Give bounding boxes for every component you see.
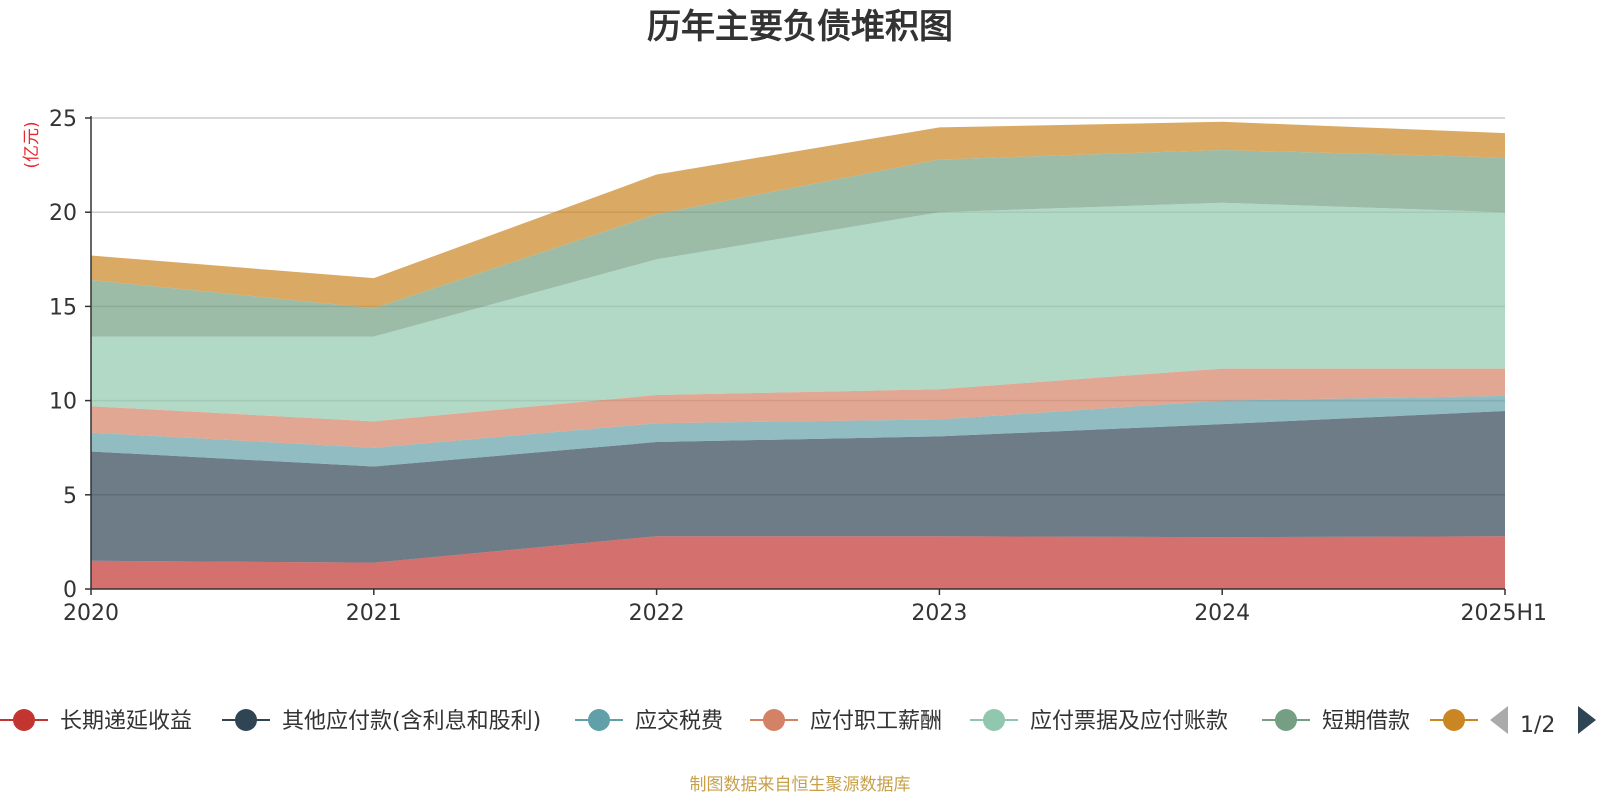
legend-pager: 1/2 xyxy=(1490,706,1596,738)
x-tick-label: 2021 xyxy=(346,601,402,626)
y-tick-label: 0 xyxy=(63,578,77,603)
legend-label: 短期借款 xyxy=(1322,709,1410,734)
legend-item-0[interactable]: 长期递延收益 xyxy=(0,709,192,734)
legend-circle-icon xyxy=(588,709,610,731)
area-series-5 xyxy=(91,150,1505,337)
legend-circle-icon xyxy=(13,709,35,731)
legend-prev-arrow-icon[interactable] xyxy=(1490,706,1508,734)
x-tick-label: 2025H1 xyxy=(1460,601,1547,626)
area-series-0 xyxy=(91,536,1505,589)
legend-label: 应交税费 xyxy=(635,709,723,734)
legend-label: 应付职工薪酬 xyxy=(810,709,942,734)
legend-page-indicator: 1/2 xyxy=(1520,713,1555,738)
legend: 长期递延收益 其他应付款(含利息和股利) 应交税费 应付职工薪酬 应付票据及应付账款 短期… xyxy=(0,709,1478,734)
y-tick-label: 20 xyxy=(49,201,77,226)
y-tick-label: 15 xyxy=(49,295,77,320)
area-series-1 xyxy=(91,410,1505,563)
x-tick-label: 2020 xyxy=(63,601,119,626)
legend-label: 长期递延收益 xyxy=(60,709,192,734)
legend-item-5[interactable]: 短期借款 xyxy=(1262,709,1410,734)
legend-item-2[interactable]: 应交税费 xyxy=(575,709,723,734)
chart-title: 历年主要负债堆积图 xyxy=(647,7,953,47)
legend-item-4[interactable]: 应付票据及应付账款 xyxy=(970,709,1228,734)
legend-label: 应付票据及应付账款 xyxy=(1030,709,1228,734)
x-tick-label: 2024 xyxy=(1194,601,1250,626)
legend-next-arrow-icon[interactable] xyxy=(1578,706,1596,734)
axes: 0 5 10 15 20 25 2020 2021 2022 2023 2024 2025H1 xyxy=(49,107,1547,626)
legend-circle-icon xyxy=(1443,709,1465,731)
x-tick-label: 2023 xyxy=(911,601,967,626)
y-tick-label: 5 xyxy=(63,484,77,509)
area-series-6 xyxy=(91,121,1505,309)
legend-circle-icon xyxy=(763,709,785,731)
legend-item-6[interactable] xyxy=(1430,709,1478,731)
area-series-4 xyxy=(91,202,1505,422)
area-series-3 xyxy=(91,368,1505,448)
legend-circle-icon xyxy=(1275,709,1297,731)
data-source-note: 制图数据来自恒生聚源数据库 xyxy=(690,775,911,795)
y-axis-unit-label: (亿元) xyxy=(22,121,42,168)
y-tick-label: 25 xyxy=(49,107,77,132)
legend-label: 其他应付款(含利息和股利) xyxy=(282,709,541,734)
legend-circle-icon xyxy=(235,709,257,731)
legend-item-1[interactable]: 其他应付款(含利息和股利) xyxy=(222,709,541,734)
area-series-2 xyxy=(91,395,1505,467)
y-tick-label: 10 xyxy=(49,390,77,415)
area-series-layer xyxy=(91,121,1505,589)
x-tick-label: 2022 xyxy=(629,601,685,626)
legend-item-3[interactable]: 应付职工薪酬 xyxy=(750,709,942,734)
legend-circle-icon xyxy=(983,709,1005,731)
